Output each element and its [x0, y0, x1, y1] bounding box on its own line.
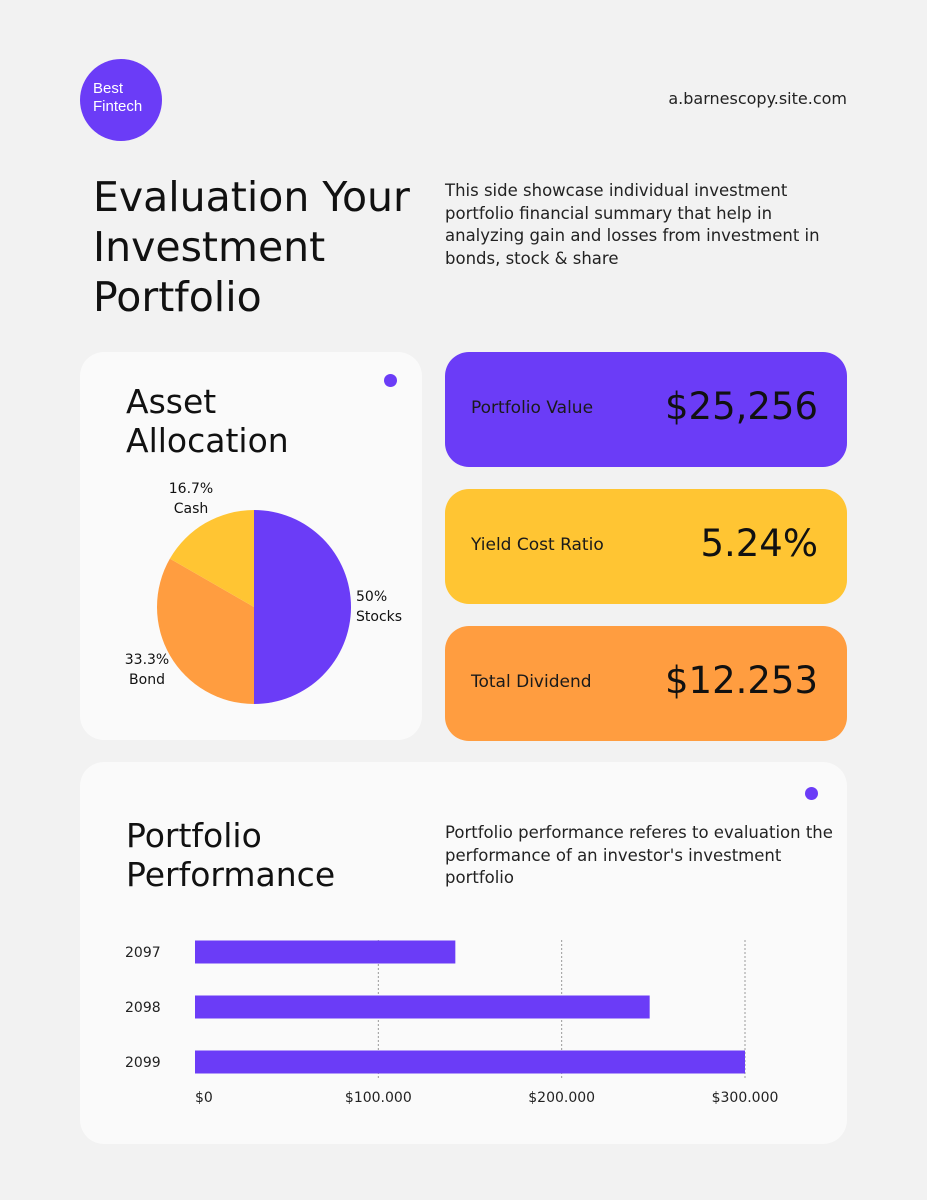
site-url: a.barnescopy.site.com	[668, 89, 847, 108]
portfolio-performance-bar-chart: 2097 2098 2099 $0 $100.000 $200.000 $300.000	[125, 940, 779, 1106]
yield-cost-ratio-card: Yield Cost Ratio 5.24%	[445, 489, 847, 604]
portfolio-performance-title-line-2: Performance	[126, 855, 336, 894]
logo-line-2: Fintech	[93, 98, 143, 115]
asset-allocation-title: Asset Allocation	[126, 382, 289, 460]
category-label-2098: 2098	[125, 1000, 161, 1016]
pie-label-stocks-name: Stocks	[356, 609, 403, 625]
total-dividend-amount: $12.253	[664, 659, 818, 702]
page-title-line-3: Portfolio	[93, 273, 262, 321]
x-tick-label: $100.000	[345, 1090, 412, 1106]
x-tick-label: $300.000	[712, 1090, 779, 1106]
x-tick-label: $200.000	[528, 1090, 595, 1106]
pie-slice-cash	[169, 510, 254, 607]
pie-label-bond: 33.3% Bond	[120, 650, 174, 690]
logo-line-1: Best	[93, 80, 124, 97]
page-title-line-1: Evaluation Your	[93, 173, 410, 221]
bar-2098	[195, 995, 650, 1019]
portfolio-value-amount: $25,256	[664, 385, 818, 428]
category-label-2099: 2099	[125, 1055, 161, 1071]
portfolio-value-label: Portfolio Value	[471, 398, 594, 418]
asset-allocation-pie-chart	[157, 510, 351, 704]
pie-slice-bond	[157, 558, 254, 704]
performance-description: Portfolio performance referes to evaluat…	[445, 823, 833, 887]
intro-description: This side showcase individual investment…	[445, 181, 820, 268]
pie-label-cash: 16.7% Cash	[168, 479, 214, 519]
pie-label-stocks-pct: 50%	[356, 589, 388, 605]
category-label-2097: 2097	[125, 945, 161, 961]
page-title-line-2: Investment	[93, 223, 326, 271]
asset-allocation-title-line-1: Asset	[126, 382, 217, 421]
bar-2099	[195, 1050, 745, 1074]
total-dividend-card: Total Dividend $12.253	[445, 626, 847, 741]
bar-2097	[195, 940, 456, 964]
asset-allocation-card: Asset Allocation 16.7% Cash 50% Stocks 3…	[80, 352, 422, 740]
brand-logo: Best Fintech	[80, 59, 162, 141]
pie-label-cash-pct: 16.7%	[168, 481, 214, 497]
portfolio-performance-title-line-1: Portfolio	[126, 816, 262, 855]
yield-cost-ratio-label: Yield Cost Ratio	[471, 535, 604, 555]
yield-cost-ratio-value: 5.24%	[700, 522, 818, 565]
x-tick-label: $0	[195, 1090, 213, 1106]
total-dividend-label: Total Dividend	[471, 672, 592, 692]
accent-dot	[805, 787, 818, 800]
asset-allocation-title-line-2: Allocation	[126, 421, 289, 460]
portfolio-performance-title: Portfolio Performance	[126, 816, 335, 894]
pie-label-bond-pct: 33.3%	[124, 652, 170, 668]
portfolio-value-card: Portfolio Value $25,256	[445, 352, 847, 467]
pie-label-bond-name: Bond	[129, 672, 165, 688]
pie-label-stocks: 50% Stocks	[356, 587, 402, 627]
page-title: Evaluation Your Investment Portfolio	[93, 172, 433, 322]
pie-slice-stocks	[254, 510, 351, 704]
accent-dot	[384, 374, 397, 387]
pie-label-cash-name: Cash	[173, 501, 209, 517]
